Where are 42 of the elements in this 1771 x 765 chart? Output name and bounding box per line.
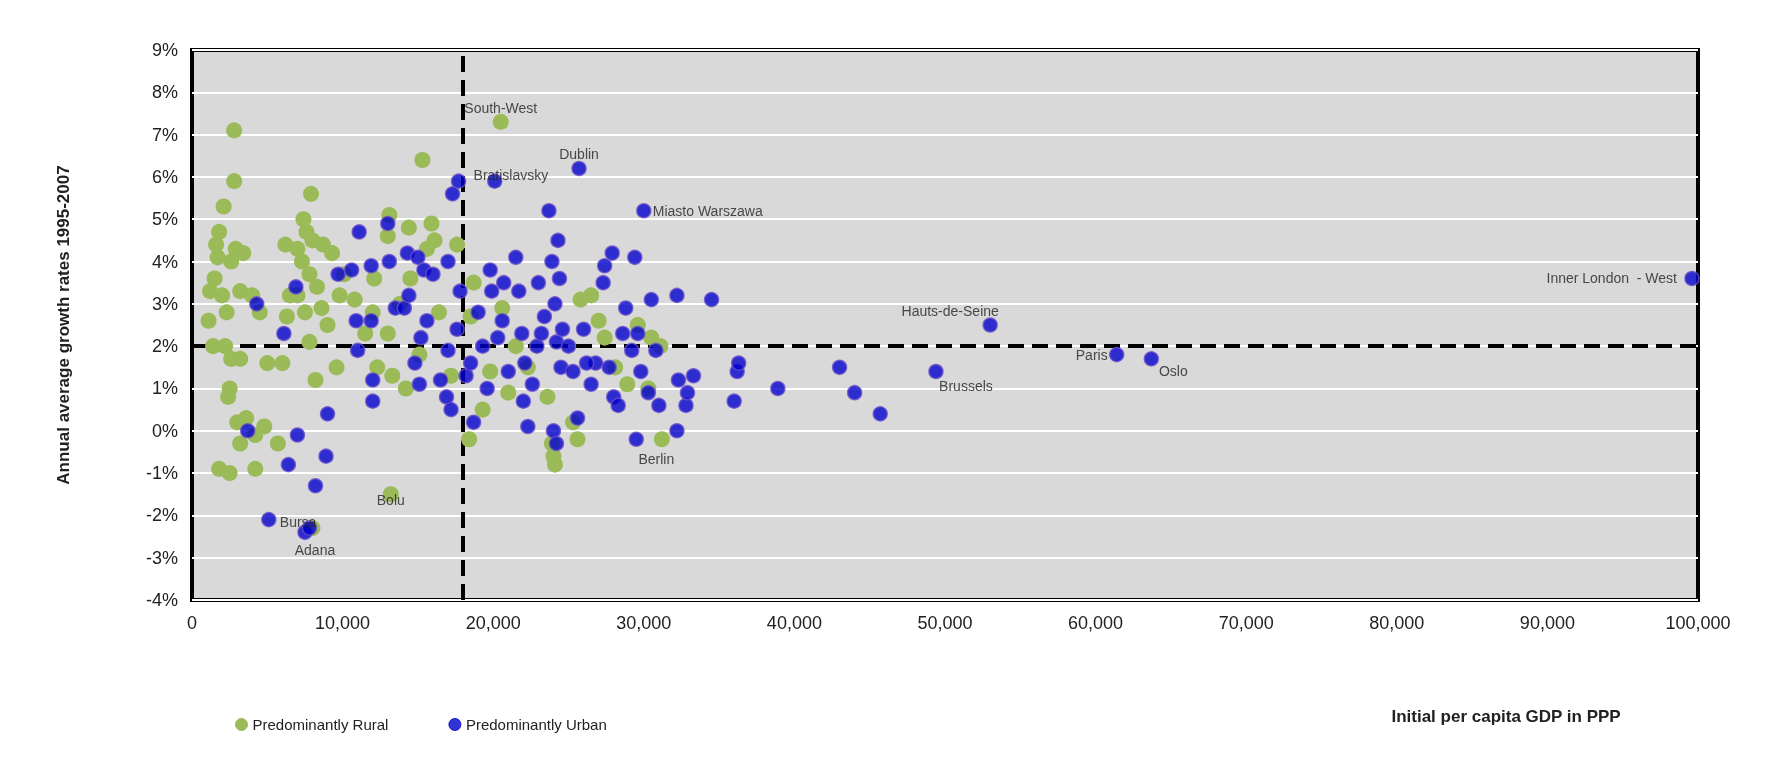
x-axis-title: Initial per capita GDP in PPP bbox=[1391, 707, 1621, 726]
y-tick-label: 8% bbox=[151, 82, 178, 103]
y-tick-label: -2% bbox=[145, 505, 178, 526]
annotation: Bursa bbox=[279, 513, 317, 530]
x-tick-label: 50,000 bbox=[917, 613, 973, 633]
legend-label: Predominantly Urban bbox=[465, 716, 607, 733]
y-tick-label: 0% bbox=[151, 420, 178, 441]
annotation: South-West bbox=[464, 99, 538, 116]
x-tick-label: 90,000 bbox=[1519, 613, 1575, 633]
y-tick-label: 7% bbox=[151, 124, 178, 145]
annotation: Berlin bbox=[638, 451, 675, 468]
annotation: Miasto Warszawa bbox=[652, 202, 763, 219]
y-tick-label: 5% bbox=[151, 209, 178, 230]
x-tick-label: 10,000 bbox=[315, 613, 371, 633]
y-tick-label: -3% bbox=[145, 547, 178, 568]
annotation: Bolu bbox=[376, 492, 405, 509]
x-tick-label: 70,000 bbox=[1218, 613, 1274, 633]
annotation: Inner London - West bbox=[1546, 270, 1678, 287]
x-tick-label: 30,000 bbox=[616, 613, 672, 633]
y-tick-label: 3% bbox=[151, 293, 178, 314]
x-tick-label: 0 bbox=[186, 613, 198, 633]
y-tick-label: 2% bbox=[151, 336, 178, 357]
x-tick-label: 60,000 bbox=[1068, 613, 1124, 633]
annotation: Bratislavsky bbox=[473, 167, 549, 184]
annotation: Brussels bbox=[939, 377, 993, 394]
x-tick-label: 40,000 bbox=[766, 613, 822, 633]
y-axis-title: Annual average growth rates 1995-2007 bbox=[54, 165, 73, 485]
annotation: Paris bbox=[1075, 346, 1108, 363]
y-tick-label: 1% bbox=[151, 378, 178, 399]
y-tick-label: -1% bbox=[145, 463, 178, 484]
x-tick-label: 100,000 bbox=[1665, 613, 1731, 633]
y-tick-label: 4% bbox=[151, 251, 178, 272]
legend-label: Predominantly Rural bbox=[252, 716, 389, 733]
annotation: Hauts-de-Seine bbox=[901, 303, 1000, 319]
annotation: Oslo bbox=[1158, 362, 1188, 379]
y-tick-label: 9% bbox=[151, 40, 178, 60]
y-tick-label: -4% bbox=[145, 590, 178, 610]
annotation: Adana bbox=[294, 542, 336, 559]
x-tick-label: 20,000 bbox=[465, 613, 521, 633]
y-tick-label: 6% bbox=[151, 166, 178, 187]
x-tick-label: 80,000 bbox=[1369, 613, 1425, 633]
annotation: Dublin bbox=[559, 146, 599, 163]
